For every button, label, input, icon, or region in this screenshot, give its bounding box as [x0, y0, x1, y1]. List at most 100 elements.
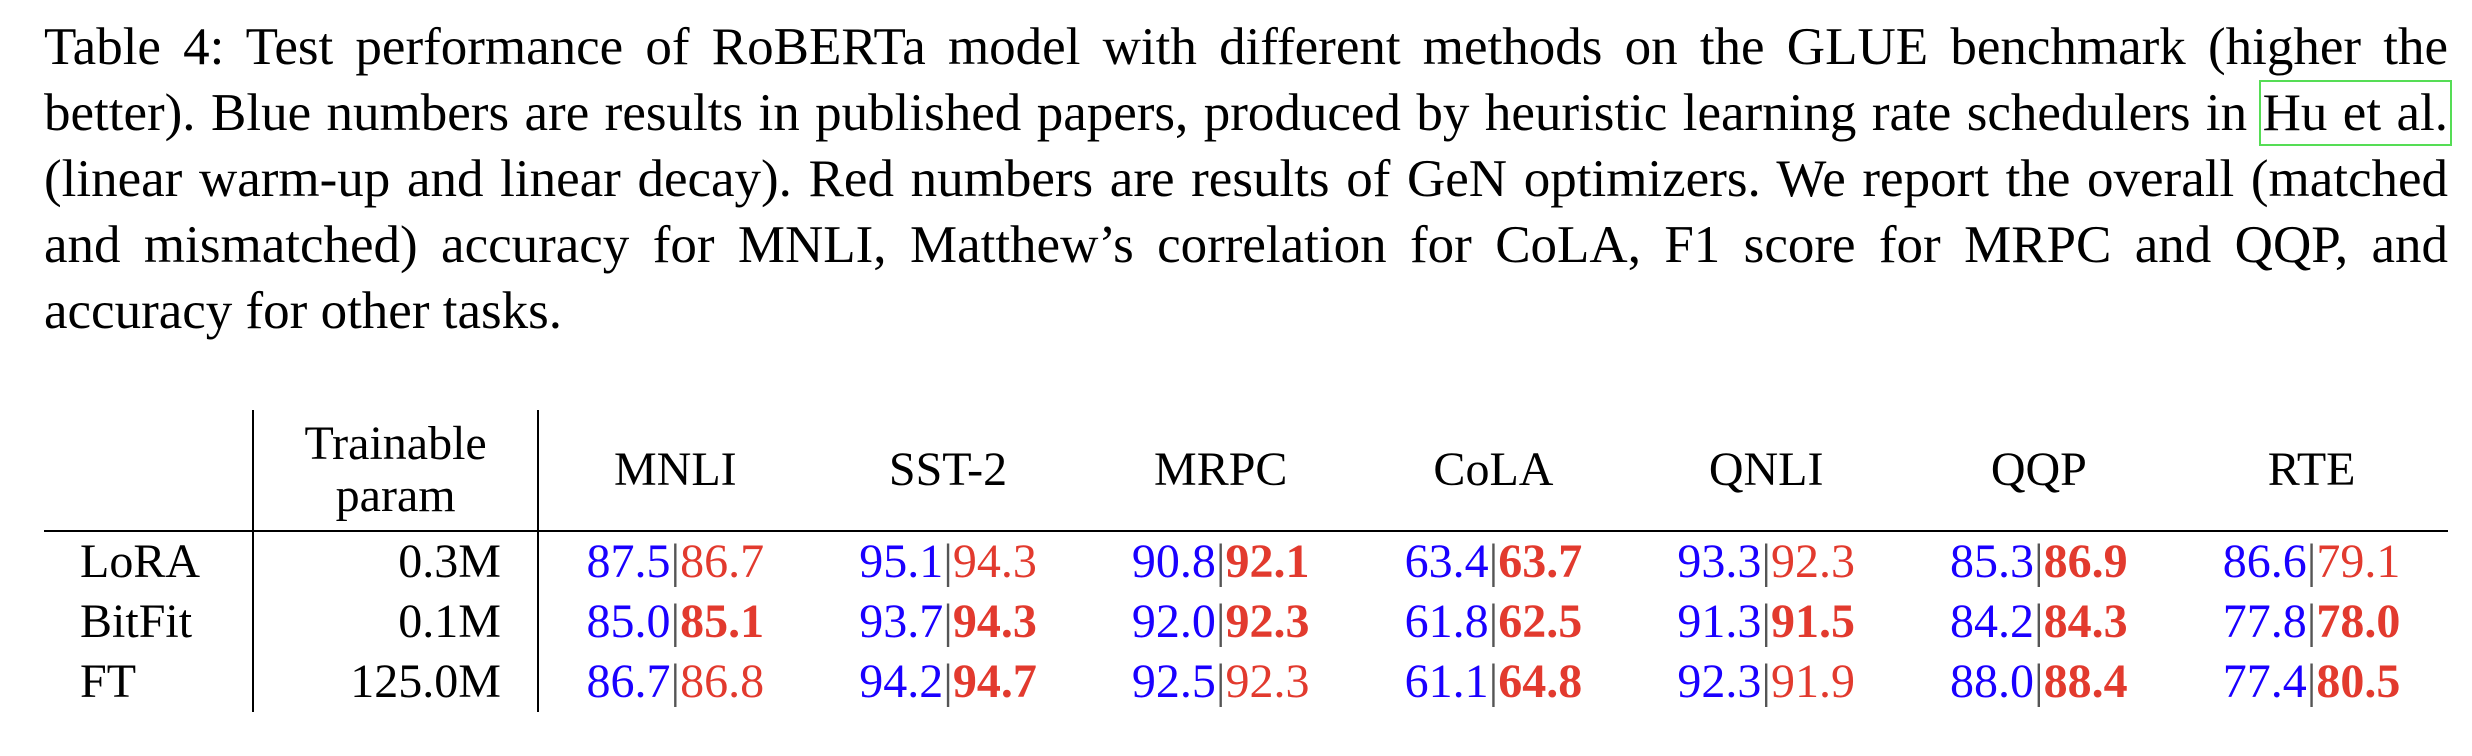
score-separator: |	[1488, 535, 1499, 588]
header-param-line1: Trainable	[304, 417, 487, 470]
score-separator: |	[1761, 595, 1771, 648]
score-separator: |	[2034, 535, 2044, 588]
score-separator: |	[1215, 535, 1226, 588]
score-cell: 87.5|86.7	[536, 531, 812, 592]
score-separator: |	[1215, 655, 1226, 708]
row-trainable-param: 0.1M	[252, 592, 538, 652]
gen-score: 62.5	[1498, 595, 1583, 648]
header-task-cola: CoLA	[1357, 410, 1630, 532]
score-cell: 92.0|92.3	[1084, 592, 1357, 652]
score-cell: 90.8|92.1	[1084, 531, 1357, 592]
score-separator: |	[670, 535, 681, 588]
row-trainable-param: 0.3M	[252, 531, 538, 592]
gen-score: 92.3	[1770, 535, 1855, 588]
score-cell: 77.8|78.0	[2175, 592, 2448, 652]
gen-score: 94.3	[952, 535, 1037, 588]
score-cell: 88.0|88.4	[1902, 652, 2175, 712]
gen-score: 86.9	[2043, 535, 2128, 588]
score-cell: 77.4|80.5	[2175, 652, 2448, 712]
gen-score: 64.8	[1498, 655, 1583, 708]
header-task-mnli: MNLI	[536, 410, 812, 532]
table-caption: Table 4: Test performance of RoBERTa mod…	[44, 14, 2453, 344]
score-cell: 84.2|84.3	[1902, 592, 2175, 652]
citation-link[interactable]: Hu et al.	[2258, 80, 2453, 146]
score-separator: |	[943, 655, 953, 708]
published-score: 92.3	[1677, 655, 1762, 708]
score-separator: |	[670, 595, 681, 648]
gen-score: 85.1	[680, 595, 765, 648]
published-score: 90.8	[1131, 535, 1216, 588]
header-param-line2: param	[335, 469, 456, 522]
published-score: 63.4	[1404, 535, 1489, 588]
score-cell: 93.3|92.3	[1630, 531, 1903, 592]
gen-score: 86.8	[680, 655, 765, 708]
score-cell: 61.8|62.5	[1357, 592, 1630, 652]
results-table-container: Trainable param MNLI SST-2 MRPC CoLA QNL…	[44, 410, 2448, 730]
published-score: 77.8	[2222, 595, 2307, 648]
score-cell: 86.7|86.8	[536, 652, 812, 712]
gen-score: 91.5	[1770, 595, 1855, 648]
table-row: LoRA 0.3M 87.5|86.7 95.1|94.3 90.8|92.1 63.4|…	[44, 531, 2448, 592]
published-score: 94.2	[859, 655, 944, 708]
header-method	[44, 410, 254, 532]
caption-text-part2: (linear warm-up and linear decay). Red n…	[44, 150, 2448, 340]
score-separator: |	[1215, 595, 1226, 648]
header-task-mrpc: MRPC	[1084, 410, 1358, 532]
gen-score: 91.9	[1770, 655, 1855, 708]
score-cell: 61.1|64.8	[1357, 652, 1630, 712]
published-score: 93.3	[1677, 535, 1762, 588]
score-cell: 85.0|85.1	[536, 592, 812, 652]
table-body: LoRA 0.3M 87.5|86.7 95.1|94.3 90.8|92.1 63.4|…	[44, 531, 2448, 712]
gen-score: 80.5	[2316, 655, 2401, 708]
row-method-name: FT	[80, 655, 137, 708]
table-row: BitFit 0.1M 85.0|85.1 93.7|94.3 92.0|92.3 61.…	[44, 592, 2448, 652]
gen-score: 86.7	[680, 535, 765, 588]
published-score: 86.6	[2222, 535, 2307, 588]
score-separator: |	[1488, 655, 1499, 708]
published-score: 85.0	[586, 595, 671, 648]
score-separator: |	[2306, 595, 2317, 648]
gen-score: 92.3	[1225, 655, 1310, 708]
row-method-name: LoRA	[80, 535, 200, 588]
header-task-qqp: QQP	[1902, 410, 2176, 532]
header-task-rte: RTE	[2175, 410, 2448, 532]
row-trainable-param: 125.0M	[252, 652, 538, 712]
published-score: 92.5	[1131, 655, 1216, 708]
gen-score: 88.4	[2043, 655, 2128, 708]
row-method-name: BitFit	[80, 595, 193, 648]
score-separator: |	[2034, 655, 2044, 708]
score-cell: 91.3|91.5	[1630, 592, 1903, 652]
results-table: Trainable param MNLI SST-2 MRPC CoLA QNL…	[44, 410, 2448, 712]
score-separator: |	[2306, 535, 2317, 588]
score-cell: 92.3|91.9	[1630, 652, 1903, 712]
gen-score: 92.1	[1225, 535, 1310, 588]
published-score: 84.2	[1950, 595, 2035, 648]
header-task-sst2: SST-2	[811, 410, 1085, 532]
gen-score: 94.3	[952, 595, 1037, 648]
header-task-qnli: QNLI	[1629, 410, 1903, 532]
published-score: 86.7	[586, 655, 671, 708]
published-score: 92.0	[1131, 595, 1216, 648]
published-score: 93.7	[859, 595, 944, 648]
score-cell: 95.1|94.3	[812, 531, 1085, 592]
published-score: 95.1	[859, 535, 944, 588]
score-separator: |	[1488, 595, 1499, 648]
published-score: 61.8	[1404, 595, 1489, 648]
published-score: 85.3	[1950, 535, 2035, 588]
published-score: 87.5	[586, 535, 671, 588]
gen-score: 79.1	[2316, 535, 2401, 588]
score-separator: |	[2306, 655, 2317, 708]
published-score: 61.1	[1404, 655, 1489, 708]
score-separator: |	[1761, 535, 1771, 588]
score-separator: |	[943, 595, 953, 648]
caption-text-part1: Table 4: Test performance of RoBERTa mod…	[44, 18, 2448, 142]
gen-score: 78.0	[2316, 595, 2401, 648]
gen-score: 94.7	[952, 655, 1037, 708]
published-score: 88.0	[1950, 655, 2035, 708]
score-cell: 93.7|94.3	[812, 592, 1085, 652]
table-row: FT 125.0M 86.7|86.8 94.2|94.7 92.5|92.3 61.1|…	[44, 652, 2448, 712]
score-cell: 63.4|63.7	[1357, 531, 1630, 592]
score-separator: |	[670, 655, 681, 708]
header-trainable-param: Trainable param	[252, 410, 538, 532]
score-separator: |	[1761, 655, 1771, 708]
